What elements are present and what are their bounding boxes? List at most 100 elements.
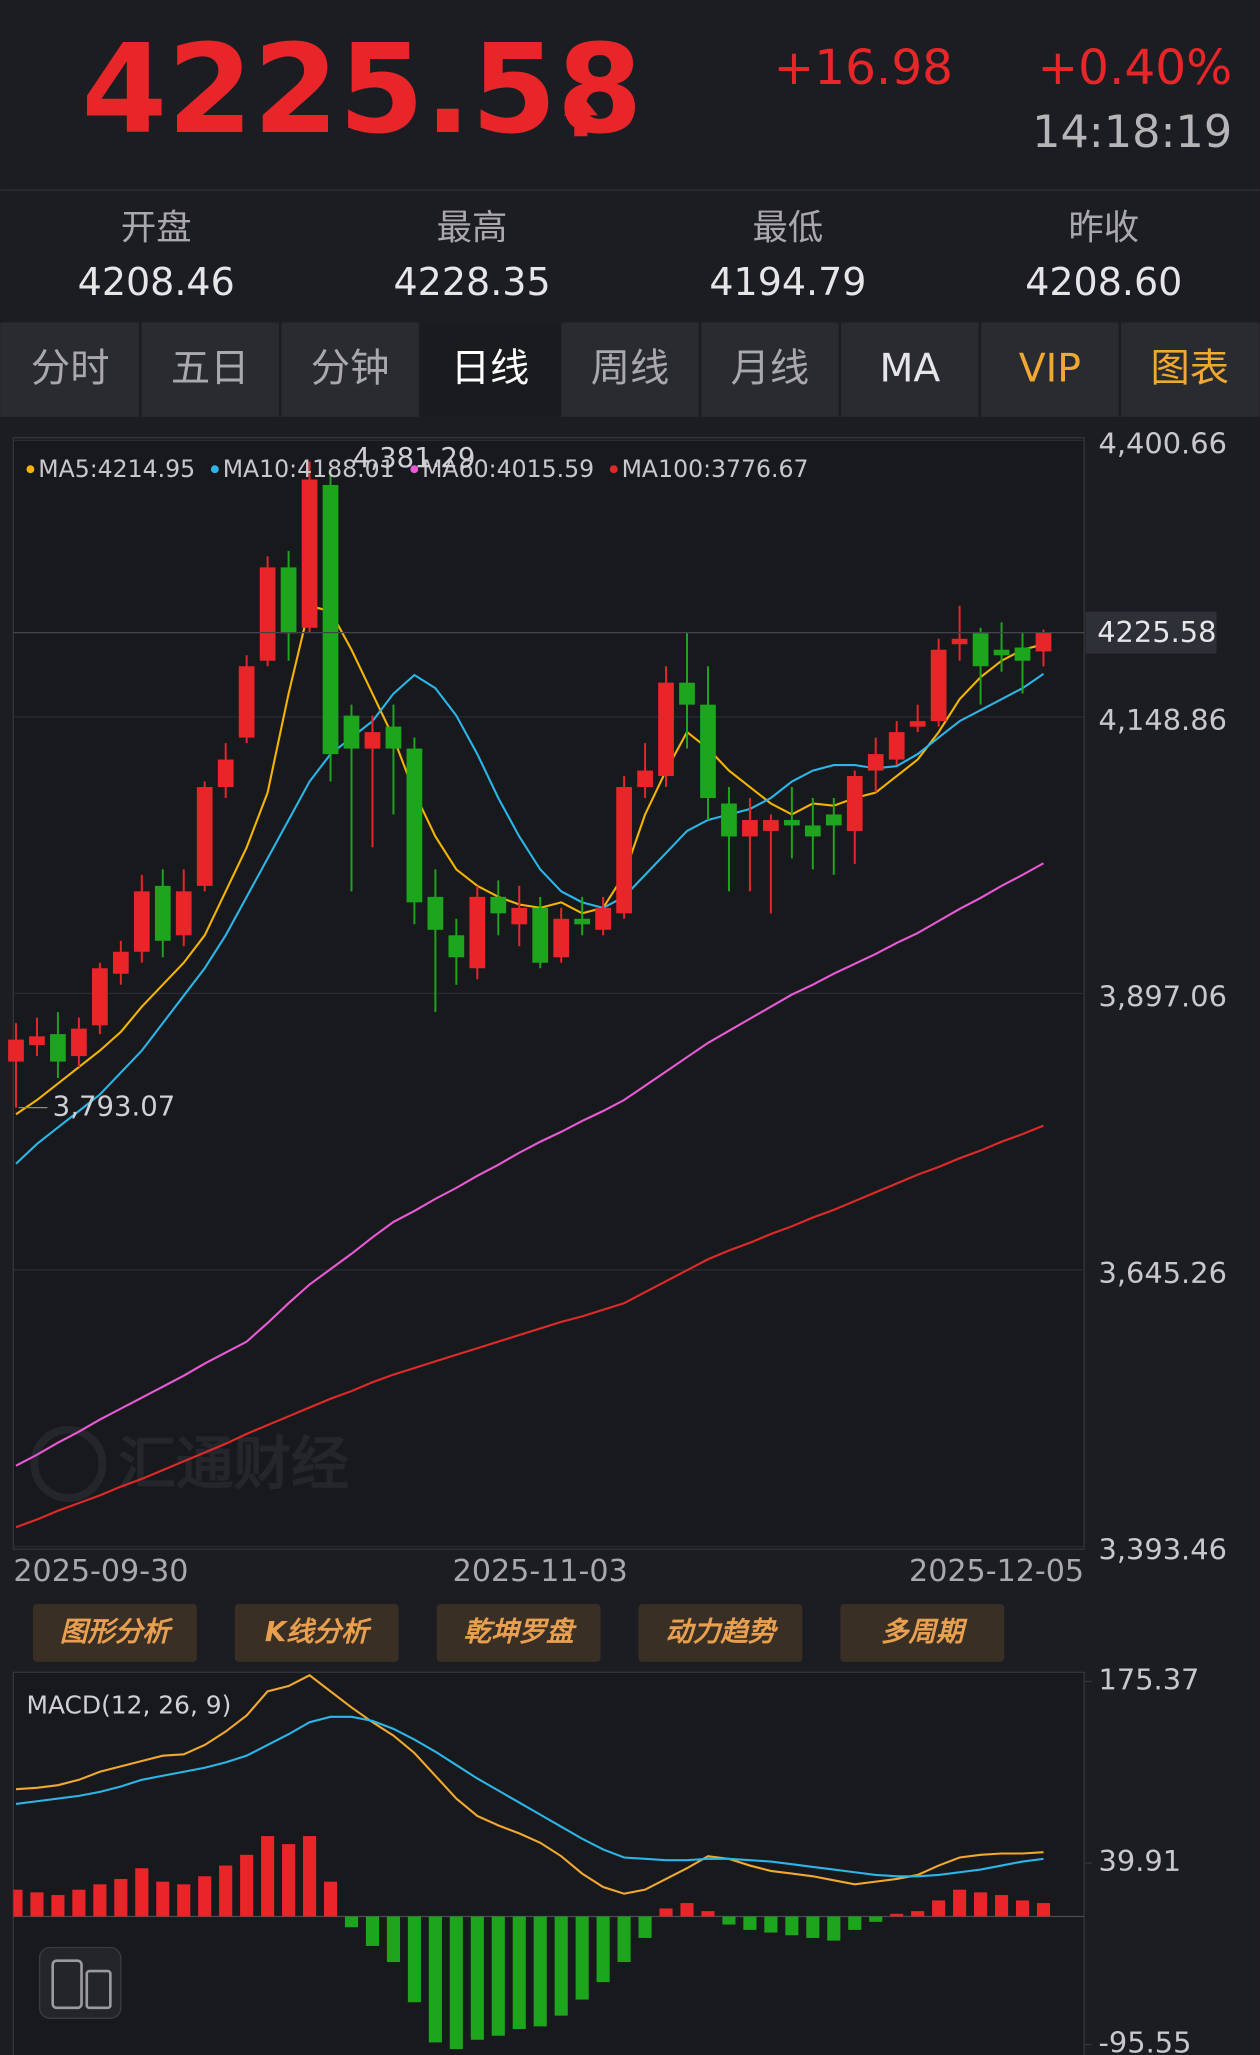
macd-bar — [365, 1916, 380, 1946]
content: 开盘 4208.46 最高 4228.35 最低 4194.79 昨收 4208.60 分时 五日… — [8, 207, 1229, 2055]
macd-bar — [386, 1916, 400, 1963]
macd-bar — [701, 1911, 715, 1917]
tool-button[interactable]: 乾坤罗盘 — [436, 1604, 601, 1662]
candle-body — [804, 825, 821, 837]
tool-button[interactable]: 动力趋势 — [638, 1604, 803, 1662]
macd-bar — [512, 1916, 526, 2030]
tab-label: 周线 — [591, 346, 670, 391]
tool-bg — [638, 1604, 803, 1662]
candle-body — [783, 819, 800, 826]
stat-value: 4228.35 — [394, 260, 551, 304]
macd-bar — [932, 1900, 946, 1917]
stat-label: 最高 — [437, 207, 508, 248]
tool-bg — [33, 1604, 197, 1662]
stat-label: 昨收 — [1068, 207, 1139, 248]
tool-bg — [436, 1604, 601, 1662]
candle-body — [679, 682, 695, 705]
macd-bar — [1036, 1903, 1051, 1917]
candle-body — [763, 819, 779, 831]
macd-bar — [114, 1878, 128, 1917]
macd-bar — [177, 1884, 191, 1917]
time: 14:18:19 — [1032, 106, 1232, 158]
candle-body — [951, 638, 968, 645]
tab-label: 图表 — [1150, 346, 1229, 391]
candle-body — [742, 819, 758, 837]
tool-bg — [840, 1604, 1005, 1662]
macd-bar — [51, 1895, 65, 1917]
macd-bar — [261, 1836, 275, 1917]
tab[interactable]: 五日 — [138, 322, 249, 417]
candle-body — [301, 479, 318, 628]
candle-body — [322, 485, 339, 755]
legend-label: MA100:3776.67 — [622, 455, 809, 483]
up-arrow — [563, 94, 598, 137]
candle-body — [700, 704, 716, 799]
macd-bar — [470, 1916, 484, 2040]
candle-body — [238, 666, 255, 738]
macd-panel — [12, 1671, 1085, 2055]
tool-label: 乾坤罗盘 — [464, 1616, 578, 1648]
candle-body — [406, 748, 423, 903]
tab-label: 日线 — [451, 346, 530, 391]
tab[interactable]: 图表 — [1118, 322, 1229, 417]
candle-body — [511, 907, 528, 925]
x-tick-label: 2025-12-05 — [909, 1554, 1084, 1589]
y-tick-label: 4,400.66 — [1099, 427, 1227, 461]
macd-bar — [659, 1908, 673, 1917]
candle-body — [490, 896, 507, 914]
macd-bar — [869, 1916, 883, 1922]
macd-bar — [219, 1865, 233, 1917]
legend-dot — [210, 465, 219, 474]
macd-bar — [680, 1903, 694, 1917]
tab[interactable]: 周线 — [558, 322, 670, 417]
price-box — [1085, 611, 1217, 654]
y-tick-label: 3,393.46 — [1099, 1533, 1227, 1567]
tool-button[interactable]: 图形分析 — [33, 1604, 197, 1662]
macd-line — [15, 1674, 1044, 1895]
macd-bar — [533, 1916, 547, 2027]
macd-bar — [785, 1916, 799, 1936]
macd-plot — [13, 1674, 1085, 2050]
tab[interactable]: 日线 — [418, 322, 561, 417]
tab[interactable]: 分时 — [31, 346, 110, 391]
candle-body — [175, 891, 192, 936]
y-tick-label: 39.91 — [1099, 1844, 1182, 1878]
macd-bar — [491, 1916, 505, 2036]
tool-button[interactable]: K线分析 — [234, 1604, 399, 1662]
stat-value: 4208.60 — [1025, 260, 1182, 304]
macd-bar — [1015, 1900, 1030, 1917]
candle-body — [280, 567, 297, 634]
candle-body — [553, 918, 570, 958]
candle-body — [867, 754, 884, 771]
low-annotation: 3,793.07 — [53, 1091, 176, 1123]
macd-title: MACD(12, 26, 9) — [26, 1690, 231, 1719]
tab-label: 分钟 — [311, 346, 390, 391]
tool-bg — [234, 1604, 399, 1662]
tool-label: 动力趋势 — [665, 1616, 779, 1648]
legend-label: MA5:4214.95 — [38, 455, 195, 483]
stat-label: 开盘 — [121, 207, 192, 248]
macd-bar — [13, 1889, 23, 1917]
macd-bar — [575, 1916, 589, 2000]
candle-body — [993, 649, 1010, 656]
tab[interactable]: 月线 — [698, 322, 810, 417]
legend-dot — [26, 465, 35, 474]
candle-body — [29, 1036, 45, 1046]
tab[interactable]: VIP — [978, 322, 1081, 417]
tab-label: 月线 — [731, 346, 810, 391]
macd-bar — [407, 1916, 421, 2003]
candle-body — [616, 787, 632, 914]
tab[interactable]: 分钟 — [278, 322, 390, 417]
y-tick-label: 3,645.26 — [1099, 1256, 1227, 1290]
tab[interactable]: MA — [838, 322, 940, 417]
macd-line — [15, 1715, 1044, 1878]
macd-bar — [743, 1916, 757, 1930]
candle-body — [8, 1039, 24, 1062]
tool-label: K线分析 — [265, 1616, 372, 1648]
y-tick-label: 4,148.86 — [1099, 703, 1227, 737]
macd-bar — [722, 1916, 736, 1925]
tool-button[interactable]: 多周期 — [840, 1604, 1005, 1662]
candle-body — [448, 935, 465, 958]
candle-body — [825, 814, 842, 826]
